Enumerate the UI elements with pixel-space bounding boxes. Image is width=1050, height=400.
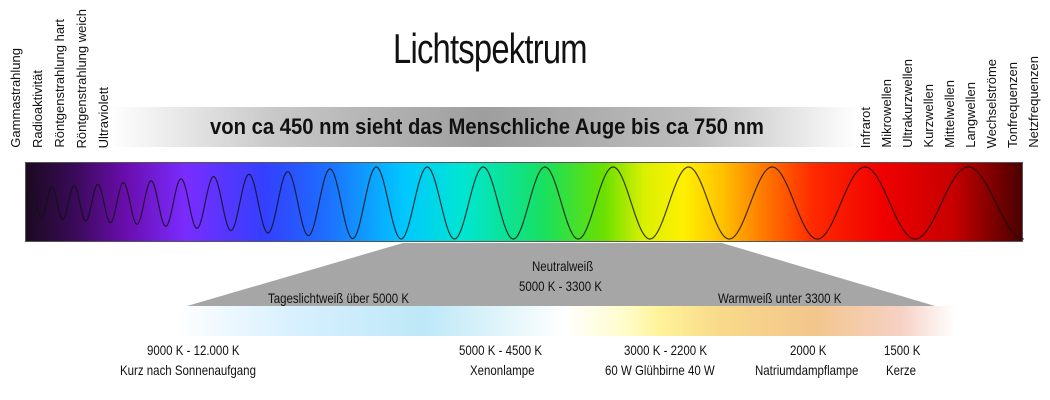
label-wechselstroeme: Wechselströme <box>984 58 999 148</box>
label-gammastrahlung: Gammastrahlung <box>8 48 23 148</box>
visible-range-text: von ca 450 nm sieht das Menschliche Auge… <box>210 114 764 139</box>
wave-graphic <box>26 166 1024 240</box>
label-infrarot: Infrarot <box>858 106 873 148</box>
range-bulb: 3000 K - 2200 K <box>624 342 707 358</box>
label-roentgen-weich: Röntgenstrahlung weich <box>74 8 89 148</box>
label-netzfrequenzen: Netzfrequenzen <box>1026 56 1041 148</box>
label-ultrakurzwellen: Ultrakurzwellen <box>900 59 915 148</box>
label-mikrowellen: Mikrowellen <box>879 79 894 148</box>
label-radioaktivitaet: Radioaktivität <box>30 69 45 148</box>
label-ultraviolett: Ultraviolett <box>96 86 111 148</box>
label-mittelwellen: Mittelwellen <box>942 80 957 148</box>
daylight-label: Tageslichtweiß über 5000 K <box>268 290 410 306</box>
label-roentgen-hart: Röntgenstrahlung hart <box>52 19 67 148</box>
value-candle: 1500 K <box>884 342 921 358</box>
neutral-title: Neutralweiß <box>532 258 594 274</box>
label-bulb: 60 W Glühbirne 40 W <box>605 362 715 378</box>
warm-label: Warmweiß unter 3300 K <box>718 290 842 306</box>
label-daylight: Kurz nach Sonnenaufgang <box>120 362 256 378</box>
label-xenon: Xenonlampe <box>470 362 535 378</box>
page-title: Lichtspektrum <box>393 25 588 72</box>
range-xenon: 5000 K - 4500 K <box>459 342 542 358</box>
visible-range-band <box>110 107 858 147</box>
spectrum-band <box>25 162 1024 242</box>
label-langwellen: Langwellen <box>963 82 978 148</box>
color-temperature-band <box>175 306 955 336</box>
label-kurzwellen: Kurzwellen <box>921 84 936 148</box>
neutral-range: 5000 K - 3300 K <box>519 278 602 294</box>
range-daylight: 9000 K - 12.000 K <box>147 342 240 358</box>
value-sodium: 2000 K <box>790 342 827 358</box>
label-candle: Kerze <box>886 362 916 378</box>
label-sodium: Natriumdampflampe <box>755 362 859 378</box>
label-tonfrequenzen: Tonfrequenzen <box>1005 61 1020 148</box>
